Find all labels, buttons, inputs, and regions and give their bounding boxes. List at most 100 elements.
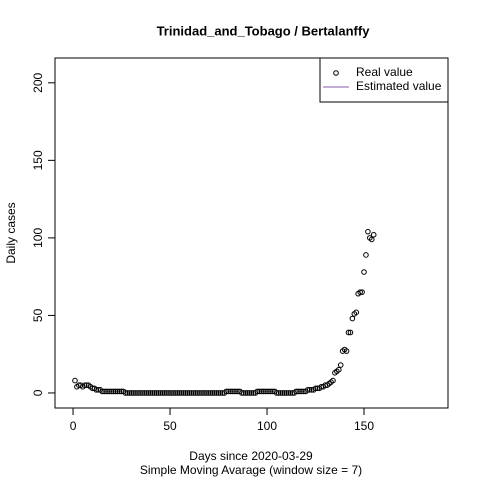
point — [107, 388, 113, 395]
point — [281, 390, 288, 396]
point — [225, 388, 232, 395]
point — [357, 289, 363, 295]
point — [211, 390, 218, 396]
point — [285, 390, 292, 396]
point — [176, 390, 183, 396]
point — [173, 390, 179, 396]
point — [330, 377, 336, 384]
point — [370, 231, 377, 238]
x-axis-label: Days since 2020-03-29 — [189, 449, 313, 463]
point — [196, 390, 202, 396]
point — [275, 390, 282, 396]
point — [105, 388, 111, 395]
point — [349, 315, 356, 322]
point — [312, 385, 319, 392]
y-tick-label: 100 — [31, 228, 45, 248]
y-axis-label: Daily cases — [4, 202, 18, 263]
point — [151, 390, 158, 396]
y-tick-label: 0 — [31, 389, 45, 396]
point — [229, 388, 235, 395]
point — [277, 390, 284, 396]
point — [190, 390, 197, 396]
point — [167, 390, 173, 396]
point — [200, 390, 206, 396]
point — [140, 390, 146, 396]
point — [268, 388, 274, 395]
x-tick-label: 150 — [354, 419, 374, 433]
point — [182, 390, 189, 396]
point — [186, 390, 193, 396]
point — [256, 388, 263, 395]
point — [347, 329, 354, 336]
point — [279, 390, 286, 396]
point — [161, 390, 168, 396]
legend-box — [319, 57, 449, 103]
legend-label: Real value — [356, 65, 413, 79]
point — [122, 390, 129, 396]
point — [343, 348, 350, 354]
point — [363, 252, 369, 258]
point — [130, 390, 136, 396]
point — [368, 236, 375, 243]
point — [101, 388, 107, 395]
point — [365, 228, 371, 235]
point — [209, 390, 216, 396]
point — [114, 388, 121, 395]
point — [81, 382, 88, 389]
point — [138, 390, 144, 396]
point — [283, 390, 290, 396]
point — [194, 390, 200, 396]
point — [262, 388, 268, 395]
point — [192, 390, 199, 396]
point — [132, 390, 138, 396]
point — [136, 390, 142, 396]
point — [213, 390, 220, 396]
point — [109, 388, 115, 395]
point — [244, 390, 251, 396]
point — [157, 390, 164, 396]
point — [112, 388, 119, 395]
point — [180, 390, 187, 396]
chart-title: Trinidad_and_Tobago / Bertalanffy — [157, 23, 371, 38]
point — [134, 390, 140, 396]
point — [72, 377, 78, 384]
y-tick-label: 200 — [31, 72, 45, 92]
point — [223, 388, 230, 395]
point — [215, 390, 222, 396]
point — [174, 390, 181, 396]
point — [297, 388, 303, 395]
point — [337, 362, 344, 368]
point — [165, 390, 171, 396]
point — [258, 388, 264, 395]
point — [198, 390, 204, 396]
point — [99, 388, 105, 395]
point — [171, 390, 177, 396]
point — [273, 390, 280, 396]
x-tick-label: 0 — [70, 419, 77, 433]
point — [264, 388, 270, 395]
point — [202, 390, 208, 396]
point — [359, 289, 365, 295]
point — [116, 388, 123, 395]
point — [149, 390, 156, 396]
point — [304, 387, 311, 393]
point — [353, 309, 360, 316]
point — [345, 329, 352, 336]
point — [260, 388, 266, 395]
point — [147, 390, 154, 396]
x-tick-label: 50 — [163, 419, 177, 433]
point — [254, 388, 261, 395]
point — [306, 387, 313, 393]
point — [184, 390, 191, 396]
point — [287, 390, 294, 396]
point — [178, 390, 185, 396]
point — [266, 388, 272, 395]
point — [217, 390, 224, 396]
y-tick-label: 50 — [31, 308, 45, 322]
point — [188, 390, 195, 396]
point — [204, 390, 210, 396]
point — [246, 390, 253, 396]
point — [227, 388, 233, 395]
legend-symbol — [333, 70, 339, 76]
